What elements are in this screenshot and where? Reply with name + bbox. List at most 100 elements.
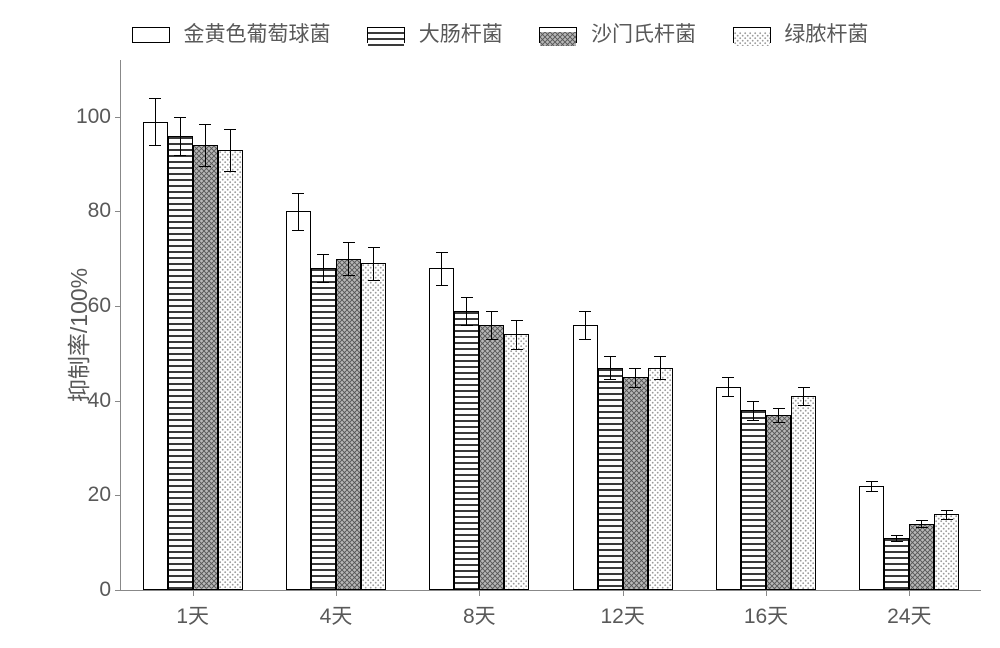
errorbar-cap (343, 242, 355, 243)
legend-item-s3: 绿脓杆菌 (733, 18, 869, 48)
ytick-label: 100 (76, 105, 111, 129)
errorbar (230, 129, 231, 172)
errorbar-cap (916, 520, 928, 521)
errorbar (323, 254, 324, 282)
errorbar-cap (629, 387, 641, 388)
errorbar-cap (174, 117, 186, 118)
errorbar-cap (343, 275, 355, 276)
bar-s1 (884, 538, 909, 590)
ytick-mark (115, 590, 121, 591)
legend-label-s2: 沙门氏杆菌 (591, 23, 696, 46)
errorbar-cap (798, 387, 810, 388)
bar-s2 (766, 415, 791, 590)
xtick-label: 4天 (320, 600, 353, 630)
bar-s0 (286, 211, 311, 590)
errorbar (180, 117, 181, 155)
legend-swatch-s2 (539, 27, 577, 43)
bar-s0 (573, 325, 598, 590)
errorbar (205, 124, 206, 167)
errorbar-cap (891, 541, 903, 542)
bar-s0 (429, 268, 454, 590)
errorbar-cap (941, 519, 953, 520)
errorbar-cap (511, 349, 523, 350)
xtick-label: 24天 (887, 600, 931, 630)
ytick-mark (115, 401, 121, 402)
bar-s1 (741, 410, 766, 590)
errorbar-cap (149, 98, 161, 99)
errorbar-cap (866, 481, 878, 482)
errorbar-cap (317, 254, 329, 255)
bar-s2 (909, 524, 934, 590)
errorbar-cap (199, 124, 211, 125)
errorbar-cap (747, 401, 759, 402)
errorbar-cap (174, 155, 186, 156)
xtick-label: 16天 (744, 600, 788, 630)
ytick-label: 0 (99, 578, 111, 602)
xtick-label: 1天 (176, 600, 209, 630)
errorbar-cap (579, 339, 591, 340)
legend: 金黄色葡萄球菌 大肠杆菌 沙门氏杆菌 绿脓杆菌 (0, 18, 1000, 48)
errorbar-cap (486, 311, 498, 312)
errorbar-cap (224, 171, 236, 172)
bar-s3 (934, 514, 959, 590)
bar-s1 (454, 311, 479, 590)
y-axis-label: 抑制率/100% (60, 268, 94, 402)
errorbar-cap (292, 230, 304, 231)
bar-s3 (648, 368, 673, 590)
bar-s3 (218, 150, 243, 590)
errorbar (441, 252, 442, 285)
errorbar-cap (224, 129, 236, 130)
ytick-label: 20 (88, 483, 111, 507)
bar-s3 (361, 263, 386, 590)
legend-swatch-s3 (733, 27, 771, 43)
ytick-mark (115, 117, 121, 118)
ytick-label: 80 (88, 199, 111, 223)
errorbar-cap (486, 339, 498, 340)
errorbar-cap (368, 280, 380, 281)
legend-swatch-s0 (132, 27, 170, 43)
errorbar (516, 320, 517, 348)
errorbar-cap (436, 285, 448, 286)
bar-s2 (479, 325, 504, 590)
errorbar-cap (368, 247, 380, 248)
errorbar-cap (317, 282, 329, 283)
errorbar-cap (654, 356, 666, 357)
errorbar-cap (579, 311, 591, 312)
bar-s0 (716, 387, 741, 590)
errorbar (155, 98, 156, 145)
errorbar (660, 356, 661, 380)
legend-item-s1: 大肠杆菌 (367, 18, 503, 48)
errorbar-cap (773, 408, 785, 409)
errorbar-cap (654, 379, 666, 380)
errorbar-cap (891, 535, 903, 536)
errorbar-cap (604, 379, 616, 380)
bar-s1 (311, 268, 336, 590)
ytick-label: 60 (88, 294, 111, 318)
bar-s0 (859, 486, 884, 590)
bar-s3 (791, 396, 816, 590)
errorbar (778, 408, 779, 422)
errorbar-cap (747, 420, 759, 421)
errorbar-cap (629, 368, 641, 369)
errorbar-cap (866, 491, 878, 492)
legend-label-s1: 大肠杆菌 (419, 23, 503, 46)
bar-s1 (598, 368, 623, 590)
bar-s0 (143, 122, 168, 590)
legend-swatch-s1 (367, 27, 405, 43)
errorbar-cap (773, 422, 785, 423)
errorbar-cap (199, 166, 211, 167)
xtick-label: 12天 (600, 600, 644, 630)
xtick-label: 8天 (463, 600, 496, 630)
plot-area: 0204060801001天4天8天12天16天24天 (120, 60, 981, 591)
errorbar-cap (916, 527, 928, 528)
errorbar (635, 368, 636, 387)
ytick-label: 40 (88, 389, 111, 413)
errorbar (491, 311, 492, 339)
ytick-mark (115, 306, 121, 307)
errorbar (466, 297, 467, 325)
errorbar-cap (436, 252, 448, 253)
bar-s3 (504, 334, 529, 590)
errorbar-cap (798, 405, 810, 406)
legend-label-s0: 金黄色葡萄球菌 (183, 23, 330, 46)
errorbar (298, 193, 299, 231)
